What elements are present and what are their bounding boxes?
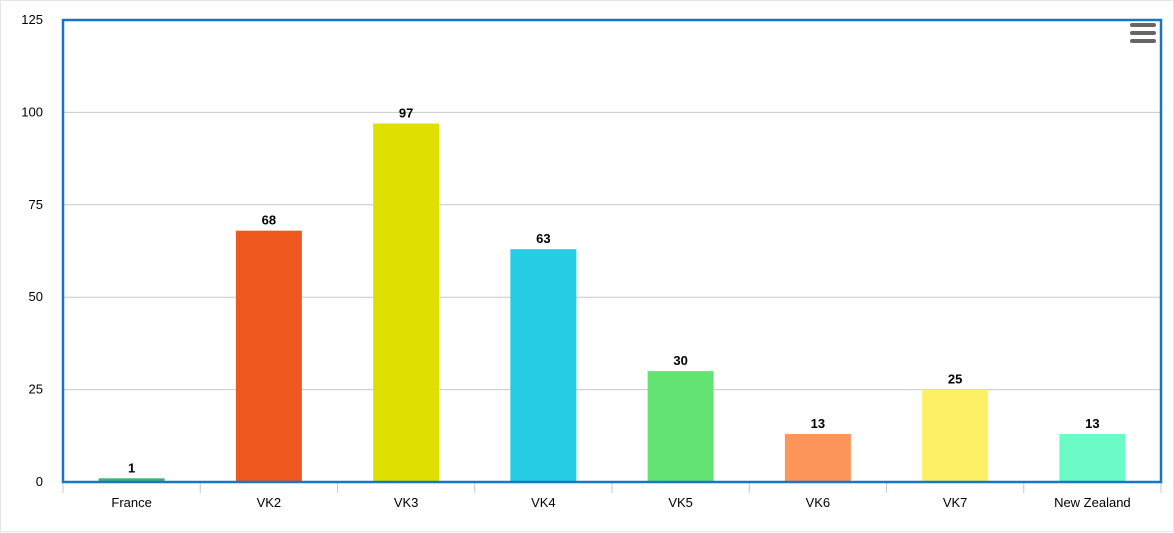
x-tick-label: VK7 [943, 495, 968, 510]
x-tick-label: VK6 [806, 495, 831, 510]
data-label: 25 [948, 372, 962, 387]
data-label: 68 [262, 213, 276, 228]
y-tick-label: 125 [21, 12, 43, 27]
x-tick-label: New Zealand [1054, 495, 1131, 510]
data-label: 13 [811, 416, 825, 431]
bars [98, 123, 1126, 482]
gridlines [63, 111, 1161, 391]
bar [1059, 433, 1126, 482]
data-label: 30 [673, 353, 687, 368]
bar [784, 433, 851, 482]
y-axis-ticks: 0 25 50 75 100 125 [21, 12, 43, 489]
data-labels: 1 68 97 63 30 13 25 13 [128, 105, 1100, 475]
data-label: 97 [399, 105, 413, 120]
chart-menu-button[interactable] [1129, 23, 1157, 47]
data-label: 13 [1085, 416, 1099, 431]
x-tick-label: VK5 [668, 495, 693, 510]
x-tick-label: VK4 [531, 495, 556, 510]
data-label: 1 [128, 460, 135, 475]
bar [373, 123, 440, 482]
y-tick-label: 75 [29, 197, 43, 212]
y-tick-label: 0 [36, 474, 43, 489]
x-tick-label: France [111, 495, 151, 510]
y-tick-label: 100 [21, 104, 43, 119]
bar [510, 249, 577, 482]
x-axis-ticks: France VK2 VK3 VK4 VK5 VK6 VK7 New Zealand [62, 482, 1162, 510]
hamburger-menu-icon-line [1130, 31, 1156, 35]
bar [235, 230, 302, 482]
hamburger-menu-icon [1130, 23, 1156, 27]
plot-border [61, 18, 1163, 484]
bar [647, 371, 714, 482]
y-tick-label: 50 [29, 289, 43, 304]
plot-frame [61, 18, 1163, 484]
bar [922, 389, 989, 482]
hamburger-menu-icon-line [1130, 39, 1156, 43]
x-tick-label: VK2 [257, 495, 282, 510]
x-tick-label: VK3 [394, 495, 419, 510]
bar [98, 478, 165, 482]
data-label: 63 [536, 231, 550, 246]
y-tick-label: 25 [29, 382, 43, 397]
